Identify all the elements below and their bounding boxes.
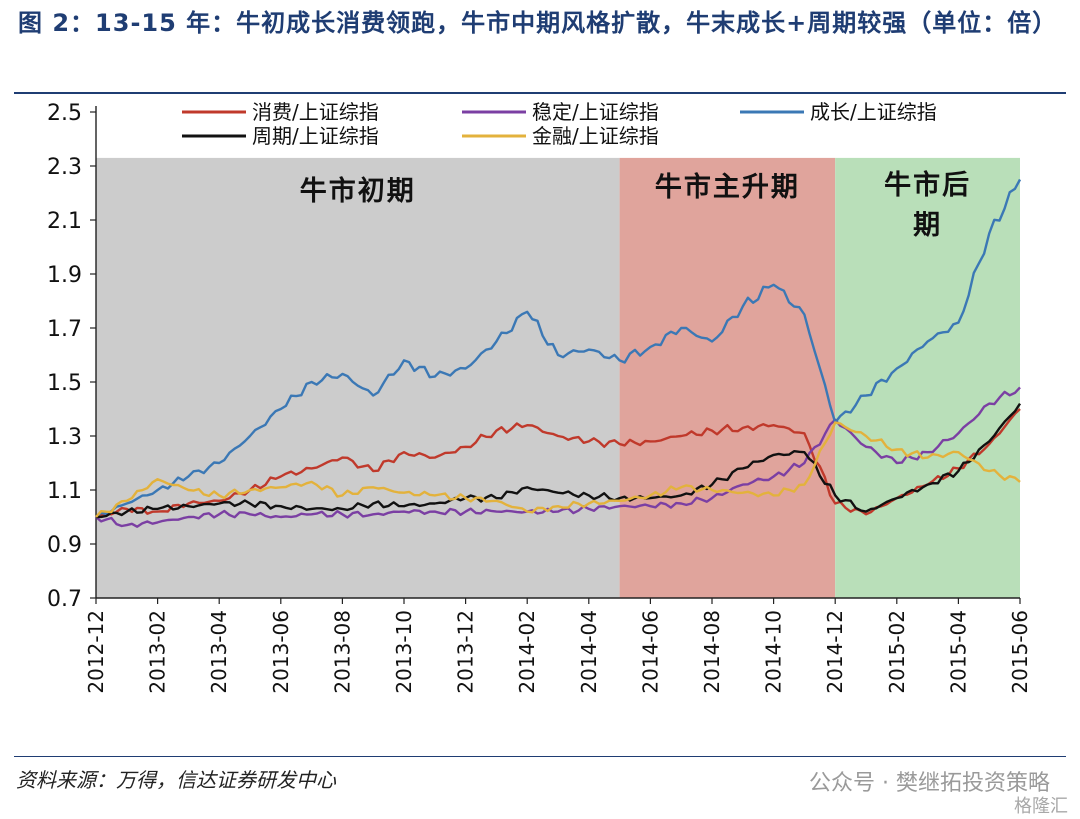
x-tick-label-9: 2014-06 <box>638 610 662 694</box>
legend-label-4: 金融/上证综指 <box>532 124 659 148</box>
x-tick-label-1: 2013-02 <box>146 610 170 694</box>
x-tick-label-15: 2015-06 <box>1008 610 1032 694</box>
title-rule <box>14 92 1066 94</box>
phase-label-2-line-2: 期 <box>913 210 942 241</box>
x-tick-label-3: 2013-06 <box>269 610 293 694</box>
y-tick-label-3: 1.3 <box>47 425 82 450</box>
phase-band-0 <box>96 157 620 598</box>
source-note: 资料来源：万得，信达证券研发中心 <box>16 768 336 792</box>
series-line-2 <box>95 178 1022 518</box>
watermark-logo: 格隆汇 <box>1014 796 1068 817</box>
legend-label-1: 稳定/上证综指 <box>532 100 659 124</box>
series-line-3 <box>95 402 1022 519</box>
legend-label-3: 周期/上证综指 <box>252 124 379 148</box>
x-tick-label-6: 2013-12 <box>454 610 478 694</box>
legend-label-0: 消费/上证综指 <box>252 100 379 124</box>
x-tick-label-12: 2014-12 <box>823 610 847 694</box>
legend-label-2: 成长/上证综指 <box>810 100 937 124</box>
footer-rule <box>14 756 1066 757</box>
x-tick-label-8: 2014-04 <box>577 610 601 694</box>
phase-label-1: 牛市主升期 <box>655 171 800 203</box>
x-tick-label-13: 2015-02 <box>885 610 909 694</box>
y-tick-label-4: 1.5 <box>47 371 82 396</box>
figure-title: 图 2：13-15 年：牛初成长消费领跑，牛市中期风格扩散，牛末成长+周期较强（… <box>18 9 1058 37</box>
x-tick-label-2: 2013-04 <box>207 610 231 694</box>
x-tick-label-10: 2014-08 <box>700 610 724 694</box>
line-chart: 牛市初期 牛市主升期 牛市后期 0.7 0.9 1.1 1.3 1.5 1.7 1.9 2.1 2.3… <box>47 100 1032 694</box>
phase-band-1 <box>619 157 836 598</box>
phase-label-2: 牛市后期 <box>884 169 971 241</box>
x-tick-label-14: 2015-04 <box>946 610 970 694</box>
x-tick-label-5: 2013-10 <box>392 610 416 694</box>
x-tick-label-7: 2014-02 <box>515 610 539 694</box>
x-tick-label-0: 2012-12 <box>84 610 108 694</box>
y-tick-label-1: 0.9 <box>47 533 82 558</box>
y-tick-label-6: 1.9 <box>47 263 82 288</box>
y-tick-label-7: 2.1 <box>47 209 82 234</box>
series-line-1 <box>95 386 1021 528</box>
x-tick-label-11: 2014-10 <box>762 610 786 694</box>
y-tick-label-5: 1.7 <box>47 317 82 342</box>
phase-label-0: 牛市初期 <box>300 175 416 207</box>
x-tick-label-4: 2013-08 <box>330 610 354 694</box>
phase-label-2-line-1: 牛市后 <box>884 169 971 201</box>
watermark-text: 公众号 · 樊继拓投资策略 <box>809 771 1050 796</box>
y-tick-label-9: 2.5 <box>47 101 82 126</box>
y-tick-label-0: 0.7 <box>47 587 82 612</box>
y-tick-label-2: 1.1 <box>47 479 82 504</box>
y-tick-label-8: 2.3 <box>47 155 82 180</box>
series-line-4 <box>95 421 1021 518</box>
